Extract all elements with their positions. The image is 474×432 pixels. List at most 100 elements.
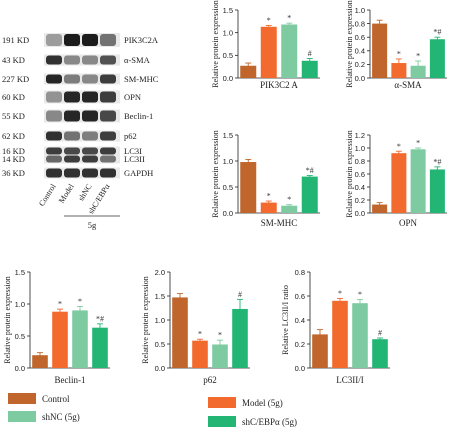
blot-band bbox=[82, 74, 98, 84]
x-axis-label: PIK3C2 A bbox=[260, 80, 298, 90]
bar bbox=[372, 204, 388, 213]
significance-label: *# bbox=[433, 157, 441, 166]
bar-chart-5: 0.0 0.5 1.0 1.5 * * *# Beclin-1 Relative protein… bbox=[3, 268, 110, 385]
y-axis-label: Relative protein expression bbox=[3, 276, 12, 364]
blot-band bbox=[64, 34, 80, 46]
y-tick-label: 0.5 bbox=[15, 332, 25, 341]
lane-label: Control bbox=[37, 182, 58, 208]
blot-band bbox=[46, 147, 62, 155]
legend-label: shC/EBPα (5g) bbox=[242, 417, 297, 427]
bar bbox=[72, 310, 88, 368]
bar bbox=[240, 162, 257, 213]
group-label: 5g bbox=[88, 220, 97, 230]
y-tick-label: 0.4 bbox=[295, 316, 305, 325]
significance-label: * bbox=[198, 330, 202, 339]
y-tick-label: 1.0 bbox=[223, 28, 233, 37]
y-tick-label: 0.6 bbox=[355, 33, 365, 42]
y-tick-label: 0.6 bbox=[355, 170, 365, 179]
bar bbox=[260, 202, 277, 213]
protein-label: PIK3C2A bbox=[124, 35, 159, 45]
protein-label: p62 bbox=[124, 131, 137, 141]
y-axis-label: Relative LC3II/I ratio bbox=[281, 285, 290, 355]
blot-band bbox=[46, 110, 62, 122]
blot-band bbox=[82, 131, 98, 141]
bar-chart-3: 0.0 0.5 1.0 1.5 * * *# SM-MHC Relative protein e… bbox=[211, 130, 320, 228]
legend-swatch bbox=[208, 416, 236, 427]
y-tick-label: 0.0 bbox=[355, 209, 365, 218]
blot-band bbox=[46, 131, 62, 141]
protein-label: LC3II bbox=[124, 154, 145, 164]
blot-band bbox=[100, 34, 116, 46]
protein-label: OPN bbox=[124, 92, 141, 102]
legend-swatch bbox=[8, 411, 36, 422]
legend-swatch bbox=[208, 397, 236, 408]
significance-label: * bbox=[78, 297, 82, 306]
y-tick-label: 0.0 bbox=[223, 74, 233, 83]
kd-label: 16 KD bbox=[2, 146, 25, 156]
bar bbox=[240, 65, 257, 78]
legend-label: Control bbox=[42, 394, 70, 404]
bar bbox=[332, 300, 348, 368]
significance-label: * bbox=[397, 49, 401, 58]
bar bbox=[410, 65, 426, 78]
y-tick-label: 1.5 bbox=[223, 6, 233, 15]
kd-label: 60 KD bbox=[2, 92, 25, 102]
y-tick-label: 0.5 bbox=[223, 183, 233, 192]
kd-label: 36 KD bbox=[2, 168, 25, 178]
y-axis-label: Relative protein expression bbox=[211, 130, 220, 218]
lane-label: shNC bbox=[76, 182, 93, 202]
y-tick-label: 2.0 bbox=[155, 268, 165, 277]
significance-label: * bbox=[416, 52, 420, 61]
blot-band bbox=[64, 131, 80, 141]
kd-label: 55 KD bbox=[2, 111, 25, 121]
blot-band bbox=[64, 110, 80, 122]
y-tick-label: 0.8 bbox=[355, 157, 365, 166]
blot-band bbox=[46, 55, 62, 65]
blot-band bbox=[64, 91, 80, 103]
y-tick-label: 0.6 bbox=[295, 292, 305, 301]
y-axis-label: Relative protein expression bbox=[141, 276, 150, 364]
bar bbox=[52, 311, 68, 368]
blot-band bbox=[46, 34, 62, 46]
blot-band bbox=[100, 147, 116, 155]
bar bbox=[92, 327, 108, 368]
bar bbox=[301, 60, 318, 78]
kd-label: 227 KD bbox=[2, 74, 29, 84]
bar bbox=[281, 24, 298, 78]
y-tick-label: 0.0 bbox=[355, 74, 365, 83]
x-axis-label: Beclin-1 bbox=[55, 375, 86, 385]
blot-band bbox=[100, 110, 116, 122]
legend-label: Model (5g) bbox=[242, 398, 283, 408]
blot-band bbox=[100, 155, 116, 163]
y-tick-label: 1.0 bbox=[355, 144, 365, 153]
legend-label: shNC (5g) bbox=[42, 412, 80, 422]
kd-label: 62 KD bbox=[2, 131, 25, 141]
x-axis-label: OPN bbox=[399, 218, 418, 228]
blot-band bbox=[100, 168, 116, 178]
y-tick-label: 1.5 bbox=[223, 131, 233, 140]
x-axis-label: p62 bbox=[203, 375, 217, 385]
protein-label: GAPDH bbox=[124, 168, 153, 178]
bar bbox=[410, 149, 426, 213]
blot-band bbox=[100, 91, 116, 103]
y-tick-label: 0.2 bbox=[355, 196, 365, 205]
blot-band bbox=[82, 110, 98, 122]
bar bbox=[32, 355, 48, 368]
bar bbox=[301, 176, 318, 213]
bar bbox=[212, 344, 228, 368]
x-axis-label: α-SMA bbox=[394, 80, 422, 90]
y-tick-label: 0.0 bbox=[15, 364, 25, 373]
bar bbox=[429, 39, 445, 78]
bar-chart-4: 0.0 0.2 0.4 0.6 0.8 1.0 1.2 * * *# OPN Relative pro… bbox=[345, 130, 447, 228]
significance-label: * bbox=[267, 192, 271, 201]
western-blot-panel: 191 KD PIK3C2A 43 KD α-SMA 227 KD SM-MHC 60 KD… bbox=[2, 33, 159, 230]
significance-label: * bbox=[358, 290, 362, 299]
y-tick-label: 0.4 bbox=[355, 47, 365, 56]
y-tick-label: 1.0 bbox=[15, 300, 25, 309]
blot-band bbox=[64, 168, 80, 178]
significance-label: *# bbox=[433, 28, 441, 37]
x-axis-label: SM-MHC bbox=[261, 218, 298, 228]
significance-label: # bbox=[238, 290, 242, 299]
